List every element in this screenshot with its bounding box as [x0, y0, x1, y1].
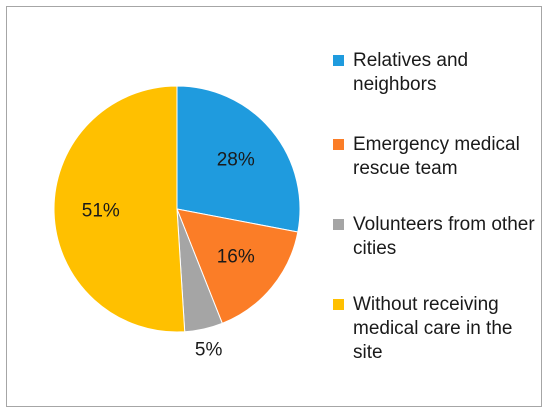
slice-data-label: 28%	[217, 149, 255, 170]
legend-swatch	[333, 55, 344, 66]
slice-data-label: 51%	[82, 200, 120, 221]
pie-chart: 28% 16% 5% 51%	[53, 85, 301, 361]
legend-label: Emergency medical rescue team	[353, 134, 520, 179]
pie-slice-relatives-and-neighbors	[176, 85, 301, 233]
pie-slices	[53, 85, 301, 333]
legend-swatch	[333, 299, 344, 310]
legend-label: Relatives and neighbors	[353, 50, 469, 95]
legend-label: Volunteers from other cities	[353, 214, 535, 259]
pie-slice-labels: 28% 16% 5% 51%	[82, 149, 255, 360]
pie-slice-emergency-medical-rescue-team	[176, 208, 299, 325]
slice-data-label: 5%	[195, 340, 223, 361]
chart-frame: 28% 16% 5% 51% Relatives and neighbors Emer…	[6, 6, 542, 407]
legend-swatch	[333, 139, 344, 150]
pie-slice-without-receiving-medical-care-in-the-site	[53, 85, 186, 333]
slice-data-label: 16%	[217, 247, 255, 268]
legend-swatch	[333, 219, 344, 230]
legend-label: Without receiving medical care in the si…	[353, 294, 513, 363]
